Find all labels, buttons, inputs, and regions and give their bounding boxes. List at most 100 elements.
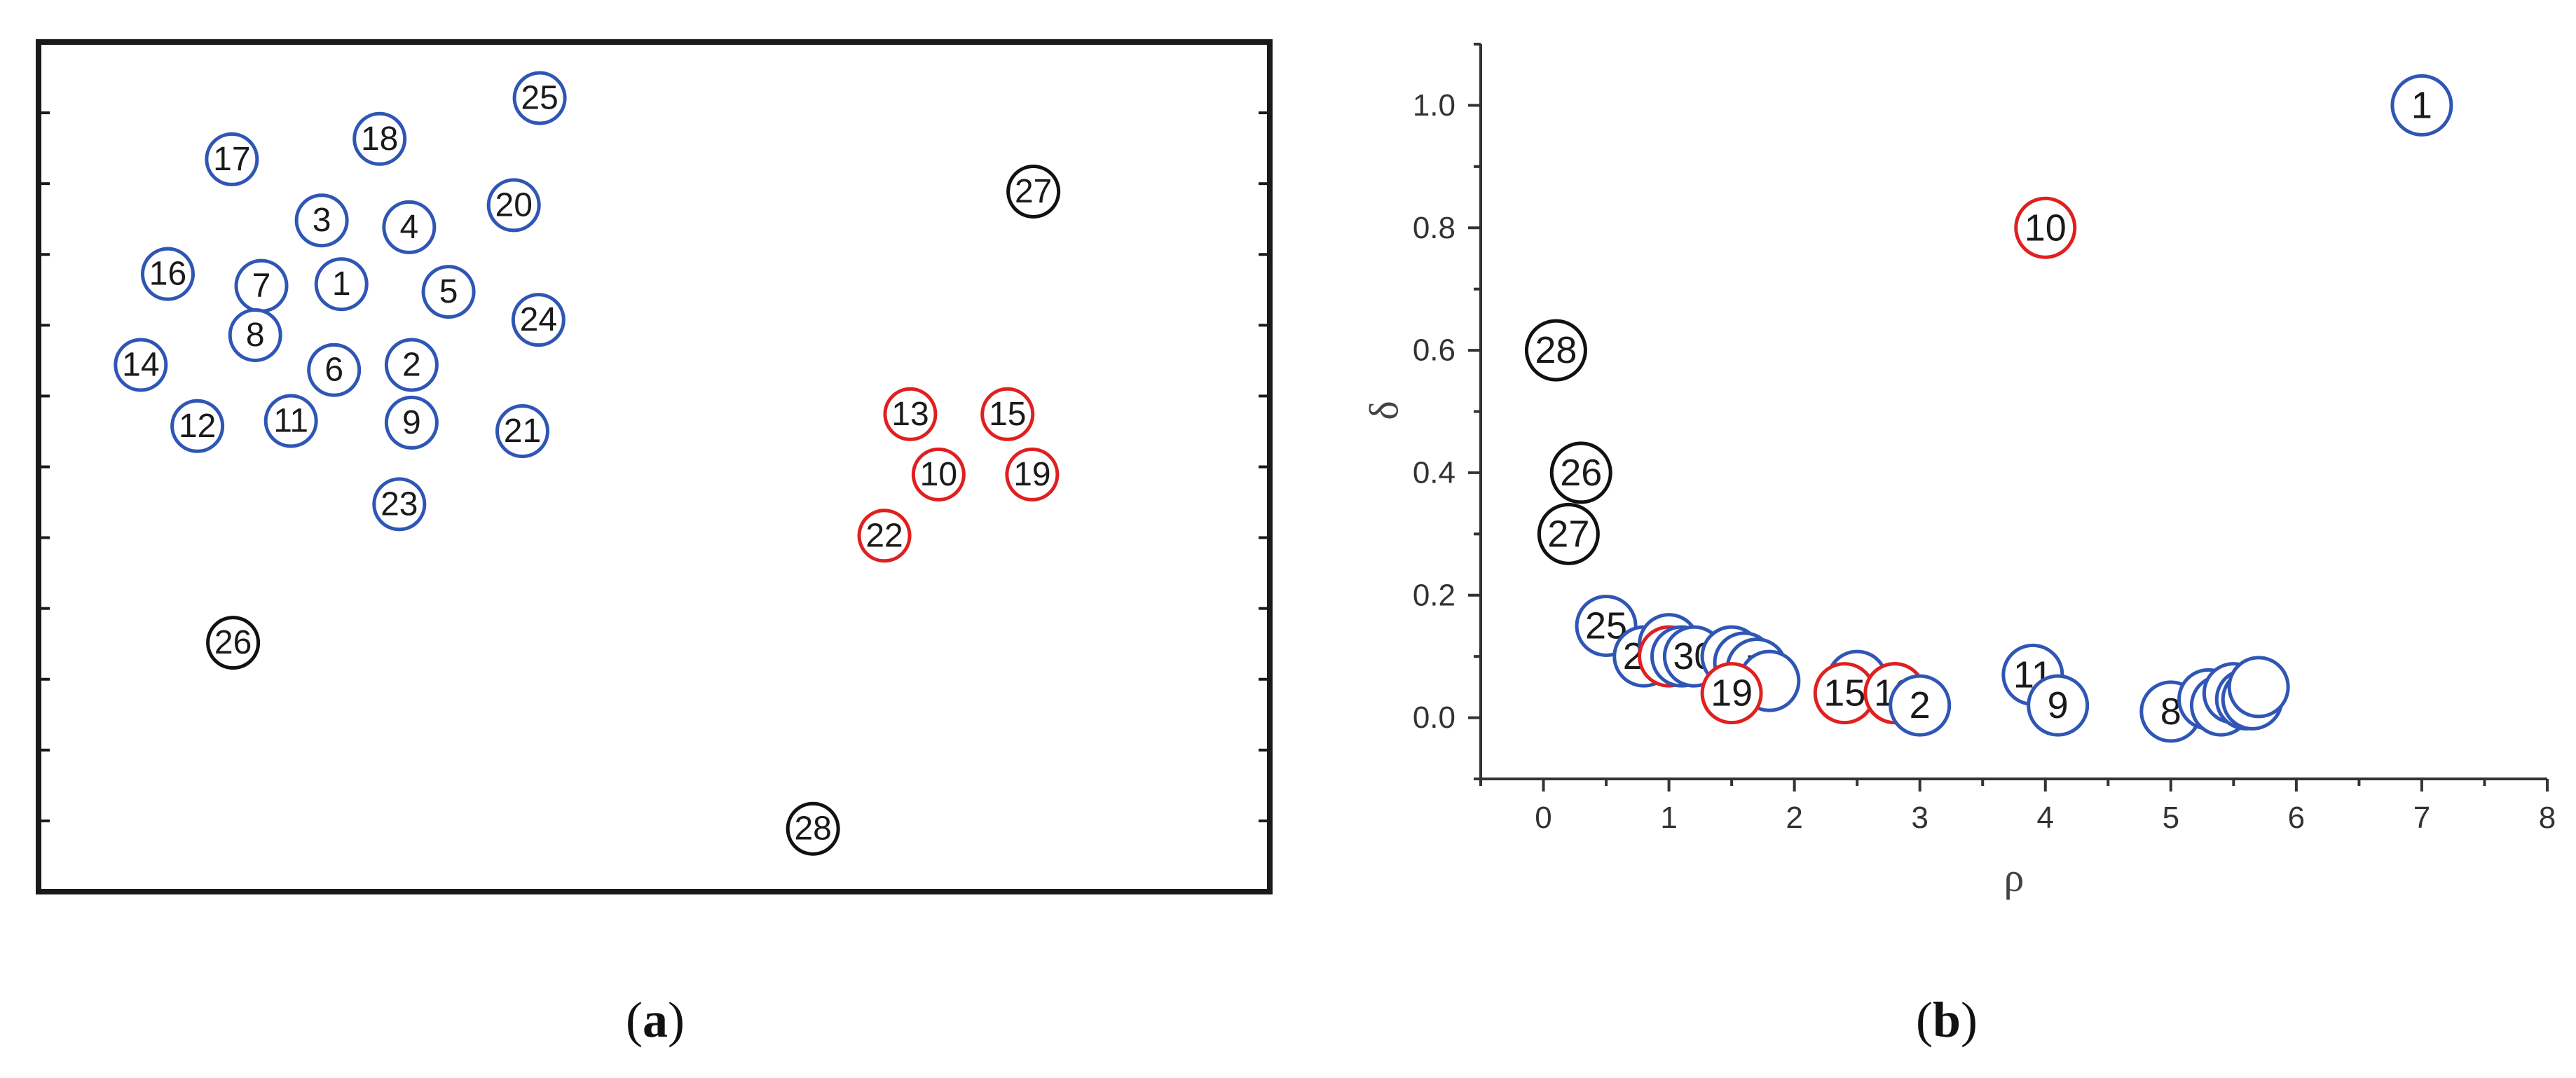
- panel-b-points: 11028262725243087191513211987: [1524, 74, 2453, 743]
- panel-b-point-9: 9: [2027, 674, 2090, 737]
- panel-b-caption: (b): [1916, 992, 1978, 1048]
- panel-a-point-marker: [980, 387, 1035, 441]
- panel-b-point-28: 28: [1524, 319, 1587, 382]
- panel-b-point-27: 27: [1537, 502, 1600, 565]
- panel-a-point-label: 12: [179, 408, 216, 445]
- panel-b-x-tick-label: 5: [2163, 801, 2179, 835]
- panel-a-point-25: 25: [512, 71, 567, 125]
- panel-a-point-label: 28: [794, 810, 831, 848]
- panel-a-point-1: 1: [314, 257, 369, 312]
- panel-a-point-marker: [512, 71, 567, 125]
- panel-a-point-marker: [883, 387, 938, 441]
- panel-a-point-label: 3: [313, 202, 331, 239]
- panel-a-point-14: 14: [114, 338, 168, 392]
- panel-a-frame: [36, 39, 1273, 894]
- panel-b-x-tick-label: 1: [1660, 801, 1677, 835]
- panel-a-point-label: 24: [520, 301, 557, 338]
- panel-a-point-label: 16: [149, 256, 186, 293]
- panel-a-point-27: 27: [1006, 164, 1061, 219]
- panel-a-point-label: 7: [252, 268, 271, 305]
- panel-a-point-label: 6: [324, 352, 343, 389]
- panel-a-point-marker: [911, 447, 966, 502]
- panel-a-point-26: 26: [206, 616, 261, 670]
- panel-a-caption: (a): [626, 992, 685, 1048]
- panel-b-point-marker: [1889, 674, 1952, 737]
- panel-a-point-label: 2: [402, 346, 421, 383]
- panel-a-point-11: 11: [263, 394, 318, 448]
- panel-b-y-tick-label: 1.0: [1413, 88, 1455, 123]
- panel-b-x-tick-label: 6: [2288, 801, 2305, 835]
- panel-a-point-label: 4: [400, 209, 419, 246]
- panel-a-point-24: 24: [511, 293, 566, 347]
- panel-a-point-label: 21: [504, 413, 541, 450]
- panel-a-point-3: 3: [294, 193, 349, 248]
- panel-b-point-10: 10: [2014, 196, 2077, 259]
- panel-a-point-marker: [114, 338, 168, 392]
- panel-a-point-marker: [384, 395, 439, 450]
- panel-a-point-5: 5: [421, 265, 476, 319]
- panel-b-point-label: 27: [1547, 513, 1589, 555]
- panel-a-point-marker: [786, 801, 840, 856]
- panel-b-y-tick-label: 0.0: [1413, 700, 1455, 735]
- panel-b-x-tick-label: 3: [1911, 801, 1928, 835]
- panel-b-x-axis-label: ρ: [2004, 855, 2025, 900]
- panel-b-point-label: 2: [1910, 684, 1931, 726]
- panel-a-point-20: 20: [486, 178, 541, 233]
- panel-a-point-12: 12: [170, 399, 225, 453]
- panel-a-point-label: 5: [439, 273, 458, 310]
- panel-a-point-label: 20: [495, 186, 533, 223]
- panel-a-point-label: 22: [865, 517, 903, 554]
- panel-a-point-marker: [1005, 447, 1060, 502]
- panel-b-point-label: 28: [1535, 329, 1577, 371]
- panel-b-y-axis-label: δ: [1362, 401, 1407, 420]
- panel-a-point-marker: [372, 477, 427, 532]
- panel-a-point-18: 18: [352, 111, 407, 166]
- panel-a-point-28: 28: [786, 801, 840, 856]
- panel-b-x-tick-label: 7: [2413, 801, 2430, 835]
- panel-b-point-label: 15: [1823, 672, 1865, 714]
- panel-b-point-label: 19: [1711, 672, 1753, 714]
- panel-a-point-label: 10: [920, 456, 957, 493]
- panel-a-point-7: 7: [234, 258, 289, 313]
- panel-a-point-label: 25: [521, 80, 558, 117]
- panel-b-y-tick-label: 0.6: [1413, 333, 1455, 368]
- panel-b-scatter: 0 1 2 3 4 5 6 7 8 0.0 0.2 0.4 0.6 0.8 1.0 ρ δ 1 10 28 26…: [1362, 43, 2556, 900]
- panel-a-point-marker: [495, 404, 550, 459]
- panel-a-point-marker: [263, 394, 318, 448]
- panel-b-y-ticks: 0.0 0.2 0.4 0.6 0.8 1.0: [1413, 43, 1481, 780]
- panel-b-point-marker: [1537, 502, 1600, 565]
- panel-b-point-marker: [2014, 196, 2077, 259]
- panel-a-point-label: 15: [989, 396, 1026, 433]
- panel-a-point-marker: [307, 343, 362, 397]
- panel-a-point-label: 18: [361, 120, 398, 158]
- panel-a-point-label: 26: [214, 624, 252, 661]
- panel-a-point-label: 13: [891, 396, 929, 433]
- panel-a-point-16: 16: [140, 247, 195, 301]
- panel-b-y-tick-label: 0.2: [1413, 578, 1455, 612]
- panel-b-point-marker: [1700, 662, 1763, 725]
- panel-b-point-19: 19: [1700, 662, 1763, 725]
- panel-b-x-tick-label: 8: [2539, 801, 2556, 835]
- panel-b-x-tick-label: 2: [1786, 801, 1802, 835]
- panel-a-point-label: 14: [122, 346, 159, 383]
- panel-a-point-marker: [140, 247, 195, 301]
- panel-a-point-marker: [857, 509, 912, 563]
- panel-a-point-marker: [384, 338, 439, 392]
- panel-b-point-marker: [2227, 656, 2290, 719]
- panel-a-point-marker: [206, 616, 261, 670]
- panel-a-point-marker: [352, 111, 407, 166]
- panel-a-point-2: 2: [384, 338, 439, 392]
- panel-a-point-marker: [170, 399, 225, 453]
- panel-a-point-6: 6: [307, 343, 362, 397]
- panel-a-point-label: 17: [213, 141, 250, 178]
- panel-a-point-21: 21: [495, 404, 550, 459]
- panel-a-point-marker: [228, 307, 282, 362]
- panel-b-x-tick-label: 0: [1535, 801, 1551, 835]
- panel-a-point-label: 11: [273, 402, 308, 439]
- panel-a-point-22: 22: [857, 509, 912, 563]
- panel-b-point-marker: [1524, 319, 1587, 382]
- panel-a-point-marker: [1006, 164, 1061, 219]
- panel-a-point-label: 1: [332, 265, 351, 303]
